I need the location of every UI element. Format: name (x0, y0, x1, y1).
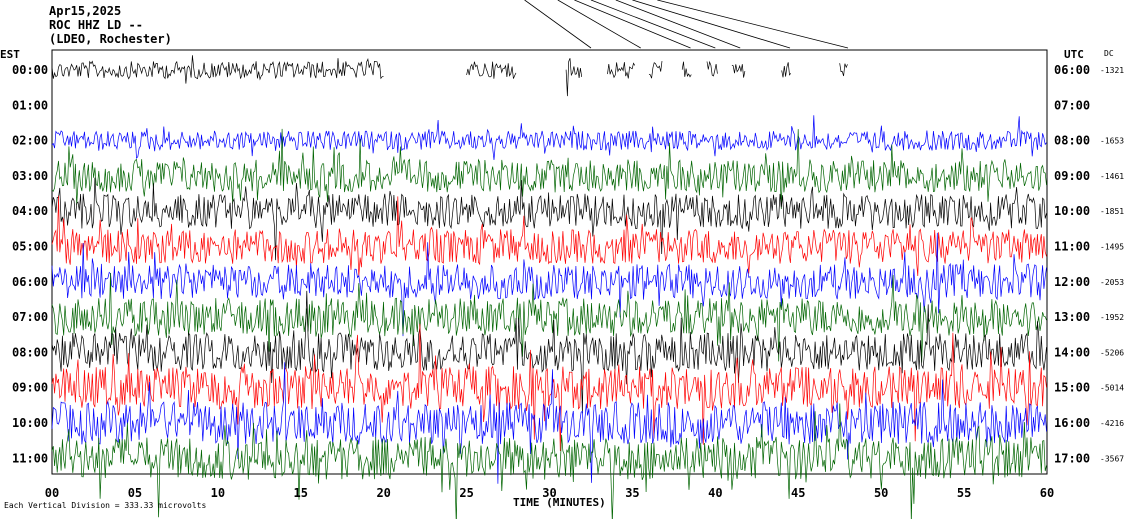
trace-row-0000-seg-4 (648, 61, 663, 79)
trace-layer (51, 55, 1047, 519)
callout-line-6 (657, 0, 849, 49)
trace-row-0000-seg-9 (839, 63, 848, 77)
trace-row-0000-seg-0 (51, 55, 384, 84)
trace-row-0800-seg-0 (51, 290, 1047, 414)
plot-frame (51, 49, 1048, 475)
est-label-6: 06:00 (12, 275, 48, 289)
dc-label-8: -5206 (1100, 348, 1124, 357)
network-label: (LDEO, Rochester) (49, 32, 172, 46)
x-tick-label-25: 25 (459, 486, 473, 500)
callout-line-0 (524, 0, 592, 49)
trace-row-0900-seg-0 (51, 323, 1047, 452)
dc-offset-labels: -1321 -1653 -1461 -1851 -1495 -2053 -1952 -5206… (1100, 66, 1124, 463)
trace-row-0000-seg-6 (706, 60, 718, 77)
utc-label-4: 10:00 (1054, 204, 1090, 218)
utc-label-9: 15:00 (1054, 381, 1090, 395)
trace-row-0600-seg-0 (51, 232, 1047, 337)
dc-label-7: -1952 (1100, 313, 1124, 322)
trace-row-0000-seg-3 (607, 62, 636, 79)
est-label-2: 02:00 (12, 134, 48, 148)
trace-row-0500-seg-0 (51, 195, 1047, 278)
utc-label-5: 11:00 (1054, 240, 1090, 254)
est-label-11: 11:00 (12, 451, 48, 465)
utc-axis-label: UTC (1064, 48, 1084, 61)
utc-hour-labels: 06:00 07:00 08:00 09:00 10:00 11:00 12:00 13:00… (1054, 63, 1090, 465)
dc-column-label: DC (1104, 49, 1114, 58)
x-axis-label: TIME (MINUTES) (513, 496, 606, 509)
callout-line-1 (557, 0, 641, 49)
utc-label-0: 06:00 (1054, 63, 1090, 77)
trace-row-0000-seg-1 (466, 61, 517, 79)
est-label-9: 09:00 (12, 381, 48, 395)
dc-label-10: -4216 (1100, 419, 1124, 428)
dc-label-11: -3567 (1100, 454, 1124, 463)
trace-row-1100-seg-0 (51, 403, 1047, 519)
trace-row-0200-seg-0 (51, 115, 1047, 160)
est-label-1: 01:00 (12, 98, 48, 112)
dc-label-4: -1851 (1100, 207, 1124, 216)
callout-line-4 (615, 0, 741, 49)
x-tick-label-30: 30 (542, 486, 556, 500)
x-tick-label-60: 60 (1040, 486, 1054, 500)
est-label-4: 04:00 (12, 204, 48, 218)
utc-label-3: 09:00 (1054, 169, 1090, 183)
utc-label-2: 08:00 (1054, 134, 1090, 148)
est-axis-label: EST (0, 48, 20, 61)
trace-row-0000-seg-2 (565, 58, 583, 97)
utc-label-11: 17:00 (1054, 451, 1090, 465)
est-label-10: 10:00 (12, 416, 48, 430)
x-tick-label-10: 10 (211, 486, 225, 500)
utc-label-8: 14:00 (1054, 345, 1090, 359)
est-label-5: 05:00 (12, 240, 48, 254)
dc-label-0: -1321 (1100, 66, 1124, 75)
scale-note: Each Vertical Division = 333.33 microvol… (4, 501, 207, 510)
est-label-7: 07:00 (12, 310, 48, 324)
est-hour-labels: 00:00 01:00 02:00 03:00 04:00 05:00 06:00 07:00… (12, 63, 48, 465)
x-tick-label-50: 50 (874, 486, 888, 500)
x-tick-label-45: 45 (791, 486, 805, 500)
callout-line-2 (574, 0, 691, 49)
trace-row-0000-seg-7 (731, 64, 746, 78)
station-label: ROC HHZ LD -- (49, 18, 143, 32)
x-tick-label-20: 20 (376, 486, 390, 500)
trace-row-1000-seg-0 (51, 362, 1047, 484)
callout-line-5 (632, 0, 791, 49)
trace-row-0400-seg-0 (51, 177, 1047, 261)
utc-label-1: 07:00 (1054, 98, 1090, 112)
utc-label-7: 13:00 (1054, 310, 1090, 324)
x-tick-label-35: 35 (625, 486, 639, 500)
trace-row-0000-seg-8 (781, 62, 792, 78)
dc-label-5: -1495 (1100, 243, 1124, 252)
utc-label-6: 12:00 (1054, 275, 1090, 289)
x-tick-label-05: 05 (128, 486, 142, 500)
est-label-8: 08:00 (12, 345, 48, 359)
dc-label-3: -1461 (1100, 172, 1124, 181)
callout-line-3 (590, 0, 716, 49)
date-label: Apr15,2025 (49, 4, 122, 18)
dc-label-2: -1653 (1100, 137, 1124, 146)
x-tick-label-00: 00 (45, 486, 59, 500)
trace-row-0000-seg-5 (681, 61, 692, 78)
est-label-0: 00:00 (12, 63, 48, 77)
est-label-3: 03:00 (12, 169, 48, 183)
callout-lines (524, 0, 849, 49)
x-axis-ticks: 00 05 10 15 20 25 30 35 40 45 50 55 60 (45, 486, 1054, 500)
x-tick-label-40: 40 (708, 486, 722, 500)
x-tick-label-15: 15 (294, 486, 308, 500)
dc-label-9: -5014 (1100, 384, 1124, 393)
trace-row-0300-seg-0 (51, 128, 1047, 210)
x-tick-label-55: 55 (957, 486, 971, 500)
dc-label-6: -2053 (1100, 278, 1124, 287)
utc-label-10: 16:00 (1054, 416, 1090, 430)
trace-row-0700-seg-0 (51, 272, 1047, 363)
